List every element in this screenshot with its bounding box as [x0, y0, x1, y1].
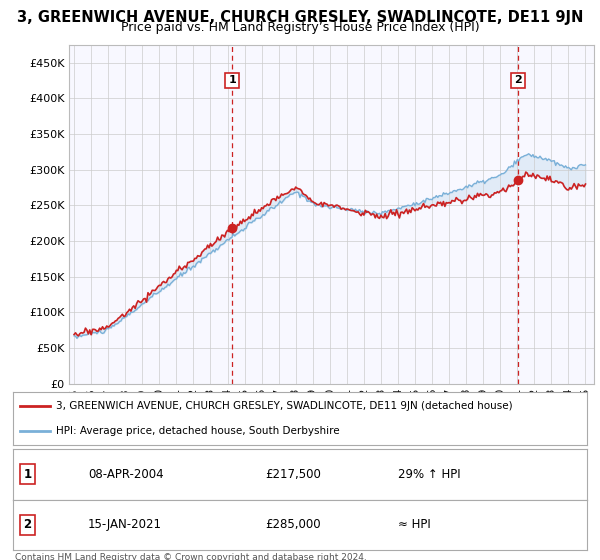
Text: 2: 2: [514, 76, 522, 86]
Text: ≈ HPI: ≈ HPI: [398, 518, 430, 531]
Text: HPI: Average price, detached house, South Derbyshire: HPI: Average price, detached house, Sout…: [56, 426, 340, 436]
Text: 3, GREENWICH AVENUE, CHURCH GRESLEY, SWADLINCOTE, DE11 9JN: 3, GREENWICH AVENUE, CHURCH GRESLEY, SWA…: [17, 10, 583, 25]
Text: 1: 1: [228, 76, 236, 86]
Text: £285,000: £285,000: [266, 518, 321, 531]
Text: 29% ↑ HPI: 29% ↑ HPI: [398, 468, 460, 481]
Text: 1: 1: [23, 468, 32, 481]
Text: Price paid vs. HM Land Registry’s House Price Index (HPI): Price paid vs. HM Land Registry’s House …: [121, 21, 479, 34]
Text: Contains HM Land Registry data © Crown copyright and database right 2024.
This d: Contains HM Land Registry data © Crown c…: [15, 553, 367, 560]
Text: 2: 2: [23, 518, 32, 531]
Text: 3, GREENWICH AVENUE, CHURCH GRESLEY, SWADLINCOTE, DE11 9JN (detached house): 3, GREENWICH AVENUE, CHURCH GRESLEY, SWA…: [56, 402, 513, 412]
Text: £217,500: £217,500: [266, 468, 322, 481]
Text: 08-APR-2004: 08-APR-2004: [88, 468, 163, 481]
Text: 15-JAN-2021: 15-JAN-2021: [88, 518, 162, 531]
